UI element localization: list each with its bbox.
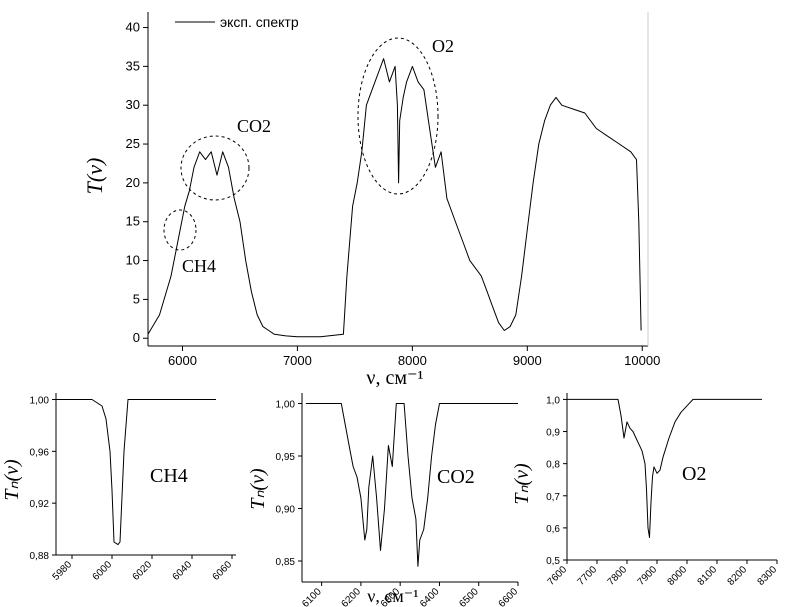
y-tick-label: 1,0 (546, 395, 560, 406)
x-tick-label: 7800 (606, 564, 630, 588)
x-tick-label: 6040 (171, 559, 195, 583)
y-axis-title: T(ν) (82, 158, 107, 195)
x-tick-label: 8200 (726, 564, 750, 588)
x-tick-label: 6200 (340, 586, 364, 607)
y-axis-title: Tₙ(ν) (511, 463, 533, 505)
x-tick-label: 6000 (168, 353, 197, 368)
y-tick-label: 0,9 (546, 428, 560, 439)
y-tick-label: 0,96 (30, 447, 50, 458)
y-tick-label: 0,90 (276, 505, 296, 516)
y-tick-label: 40 (126, 20, 140, 35)
y-tick-label: 0,95 (276, 452, 296, 463)
y-tick-label: 1,00 (276, 400, 296, 411)
co2-inset-chart: 6100 6200 6300 6400 6500 66000,850,900,951,00… (247, 393, 520, 607)
x-tick-label: 6020 (131, 559, 155, 583)
y-axis-title: Tₙ(ν) (247, 468, 269, 510)
annotation-ellipse (163, 209, 197, 251)
y-tick-label: 5 (133, 291, 140, 306)
y-tick-label: 0,8 (546, 460, 560, 471)
x-tick-label: 7600 (546, 564, 570, 588)
x-axis-title: ν, см⁻¹ (366, 367, 423, 389)
y-tick-label: 0,88 (30, 551, 50, 562)
annotation-label: CH4 (182, 256, 216, 276)
y-tick-label: 25 (126, 136, 140, 151)
y-tick-label: 0,6 (546, 524, 560, 535)
series-line (305, 403, 518, 567)
annotation-label: O2 (432, 36, 454, 56)
annotation-label: CH4 (150, 465, 188, 487)
y-tick-label: 10 (126, 253, 140, 268)
y-tick-label: 0 (133, 330, 140, 345)
series-line (567, 398, 762, 538)
x-tick-label: 8300 (756, 564, 780, 588)
y-axis-title: Tₙ(ν) (1, 459, 23, 501)
x-tick-label: 7900 (636, 564, 660, 588)
x-tick-label: 8000 (666, 564, 690, 588)
x-tick-label: 10000 (624, 353, 660, 368)
x-tick-label: 6100 (300, 586, 324, 607)
x-tick-label: 7700 (576, 564, 600, 588)
x-tick-label: 6600 (497, 586, 521, 607)
y-tick-label: 35 (126, 58, 140, 73)
annotation-label: CO2 (437, 466, 475, 488)
annotation-ellipse (357, 37, 439, 195)
legend-label: эксп. спектр (220, 14, 299, 30)
y-tick-label: 30 (126, 97, 140, 112)
y-tick-label: 0,85 (276, 557, 296, 568)
annotation-label: O2 (682, 463, 706, 485)
y-tick-label: 0,92 (30, 499, 50, 510)
x-tick-label: 6000 (91, 559, 115, 583)
y-tick-label: 15 (126, 214, 140, 229)
annotation-ellipse (180, 135, 250, 201)
o2-inset-chart: 7600 7700 7800 7900 8000 8100 8200 8300 0,5 0,6 0,… (511, 393, 779, 588)
x-tick-label: 8100 (696, 564, 720, 588)
x-tick-label: 8000 (398, 353, 427, 368)
x-tick-label: 6500 (457, 586, 481, 607)
x-tick-label: 7000 (283, 353, 312, 368)
main-spectrum-chart: 6000 7000 8000 9000 10000 0 5 10 15 20 25 30 35 40 T(ν… (82, 12, 660, 389)
series-line (147, 58, 642, 338)
annotation-label: CO2 (237, 116, 271, 136)
x-tick-label: 5980 (51, 559, 75, 583)
x-tick-label: 6060 (211, 559, 235, 583)
series-line (56, 399, 216, 546)
ch4-inset-chart: 5980 6000 6020 6040 6060 0,88 0,92 0,96 1,00 Tₙ(ν… (1, 393, 236, 583)
x-tick-label: 6400 (418, 586, 442, 607)
y-tick-label: 1,00 (30, 395, 50, 406)
x-axis-title: ν, см⁻¹ (367, 586, 418, 606)
x-tick-label: 9000 (513, 353, 542, 368)
y-tick-label: 0,5 (546, 556, 560, 567)
y-tick-label: 20 (126, 175, 140, 190)
y-tick-label: 0,7 (546, 492, 560, 503)
